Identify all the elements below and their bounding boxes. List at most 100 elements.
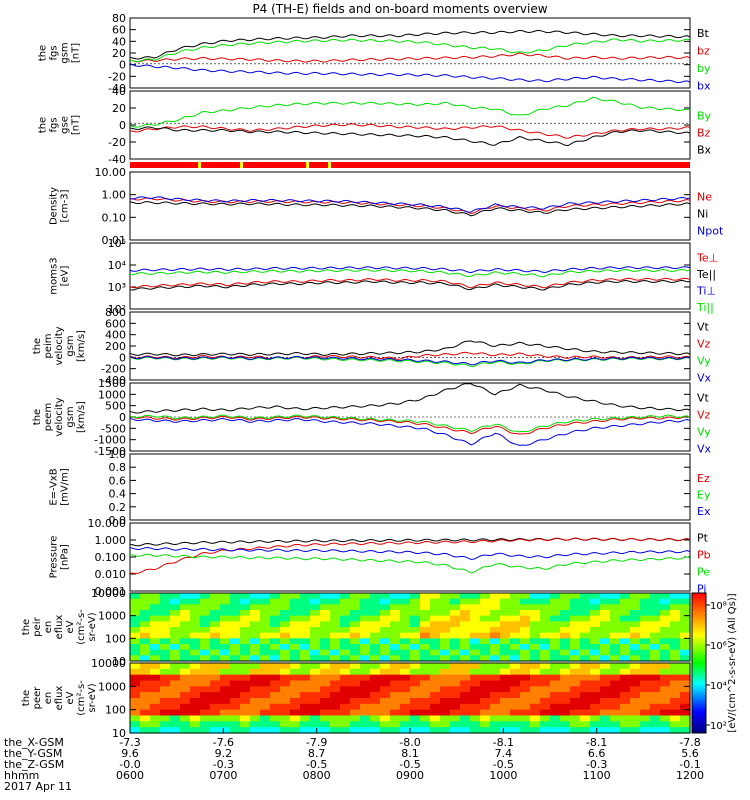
heatmap-cell <box>420 598 431 605</box>
heatmap-cell <box>340 709 351 717</box>
heatmap-cell <box>680 727 691 734</box>
heatmap-cell <box>540 721 551 728</box>
y-axis-label-line: peir <box>32 616 43 636</box>
heatmap-cell <box>490 727 501 734</box>
series-line-Vy <box>130 414 690 433</box>
heatmap-cell <box>360 644 371 651</box>
heatmap-cell <box>230 721 241 728</box>
heatmap-cell <box>380 727 391 734</box>
heatmap-cell <box>260 655 271 662</box>
heatmap-cell <box>420 663 431 670</box>
heatmap-cell <box>380 715 391 722</box>
heatmap-cell <box>280 644 291 651</box>
heatmap-cell <box>630 668 641 676</box>
heatmap-cell <box>450 674 461 682</box>
heatmap-cell <box>660 727 671 734</box>
heatmap-cell <box>440 727 451 734</box>
heatmap-cell <box>630 727 641 734</box>
heatmap-cell <box>400 621 411 628</box>
heatmap-cell <box>590 668 601 676</box>
heatmap-cell <box>610 604 621 611</box>
heatmap-cell <box>390 727 401 734</box>
heatmap-cell <box>250 604 261 611</box>
heatmap-cell <box>260 721 271 728</box>
heatmap-cell <box>540 621 551 628</box>
heatmap-cell <box>370 627 381 634</box>
heatmap-cell <box>660 663 671 670</box>
heatmap-cell <box>630 709 641 717</box>
heatmap-cell <box>270 715 281 722</box>
heatmap-cell <box>320 655 331 662</box>
heatmap-cell <box>420 649 431 656</box>
heatmap-cell <box>230 663 241 670</box>
heatmap-cell <box>420 627 431 634</box>
heatmap-cell <box>640 655 651 662</box>
heatmap-cell <box>150 593 161 600</box>
heatmap-cell <box>180 638 191 645</box>
legend-pressure: Pe <box>697 566 710 579</box>
heatmap-cell <box>280 703 291 711</box>
heatmap-cell <box>650 698 661 705</box>
heatmap-cell <box>280 668 291 676</box>
x-row-value: 0600 <box>116 769 144 782</box>
legend-efield: Ez <box>697 472 710 485</box>
heatmap-cell <box>240 709 251 717</box>
series-line-Ni <box>130 201 690 217</box>
heatmap-cell <box>520 680 531 687</box>
heatmap-cell <box>500 615 511 622</box>
heatmap-cell <box>200 692 211 699</box>
heatmap-cell <box>340 703 351 711</box>
heatmap-cell <box>290 709 301 717</box>
heatmap-cell <box>210 663 221 670</box>
heatmap-cell <box>260 649 271 656</box>
heatmap-cell <box>270 692 281 699</box>
heatmap-cell <box>670 655 681 662</box>
heatmap-cell <box>430 632 441 639</box>
heatmap-cell <box>600 627 611 634</box>
heatmap-cell <box>520 668 531 676</box>
heatmap-cell <box>570 621 581 628</box>
heatmap-cell <box>260 727 271 734</box>
heatmap-cell <box>680 655 691 662</box>
heatmap-cell <box>320 610 331 617</box>
heatmap-cell <box>570 655 581 662</box>
heatmap-cell <box>180 668 191 676</box>
heatmap-cell <box>150 715 161 722</box>
heatmap-cell <box>440 674 451 682</box>
heatmap-cell <box>170 615 181 622</box>
heatmap-cell <box>210 632 221 639</box>
heatmap-cell <box>400 632 411 639</box>
heatmap-cell <box>400 644 411 651</box>
y-axis-label-line: velocity <box>54 326 65 365</box>
heatmap-cell <box>310 610 321 617</box>
heatmap-cell <box>660 632 671 639</box>
heatmap-cell <box>300 727 311 734</box>
heatmap-cell <box>210 668 221 676</box>
heatmap-cell <box>270 663 281 670</box>
heatmap-cell <box>240 663 251 670</box>
heatmap-cell <box>360 655 371 662</box>
heatmap-cell <box>300 649 311 656</box>
y-tick-label: 0.4 <box>109 488 127 501</box>
heatmap-cell <box>610 703 621 711</box>
heatmap-cell <box>350 674 361 682</box>
heatmap-cell <box>360 649 371 656</box>
heatmap-cell <box>340 655 351 662</box>
heatmap-cell <box>170 715 181 722</box>
heatmap-cell <box>150 615 161 622</box>
heatmap-cell <box>160 709 171 717</box>
heatmap-cell <box>230 674 241 682</box>
heatmap-cell <box>200 680 211 687</box>
heatmap-cell <box>500 649 511 656</box>
heatmap-cell <box>280 615 291 622</box>
x-row-value: 8.7 <box>308 747 326 760</box>
heatmap-cell <box>500 598 511 605</box>
heatmap-cell <box>320 627 331 634</box>
heatmap-cell <box>360 692 371 699</box>
heatmap-cell <box>170 610 181 617</box>
heatmap-cell <box>320 698 331 705</box>
heatmap-cell <box>210 692 221 699</box>
x-row-value: -7.8 <box>679 736 700 749</box>
